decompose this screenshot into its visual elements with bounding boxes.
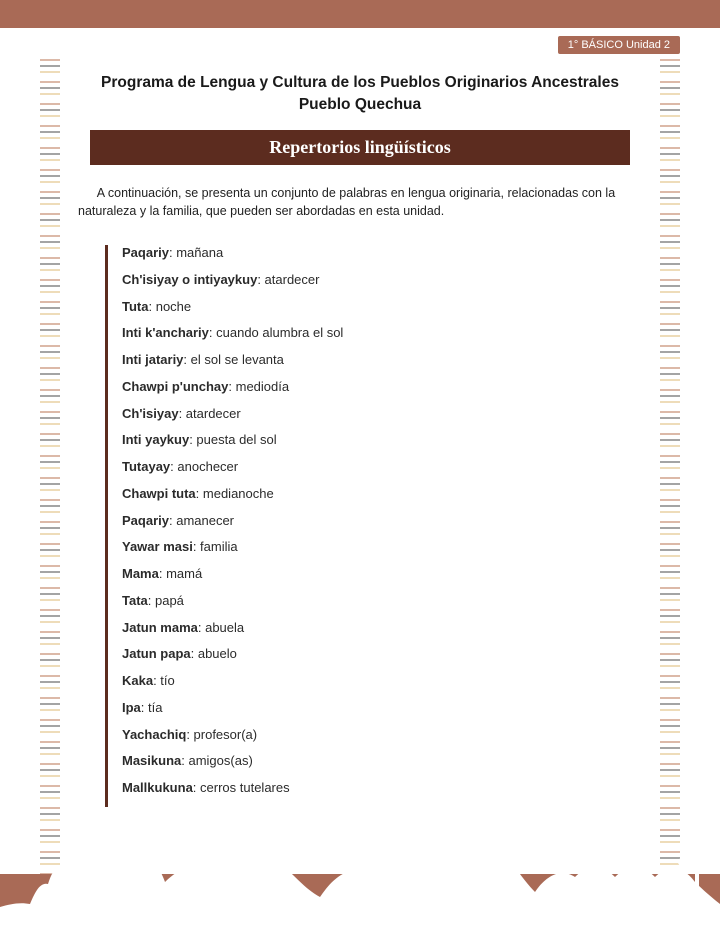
vocab-term: Tata <box>122 593 148 608</box>
vocab-row: Jatun papa: abuelo <box>122 646 615 662</box>
vocab-def: : tía <box>141 700 163 715</box>
vocab-term: Paqariy <box>122 513 169 528</box>
vocab-row: Inti yaykuy: puesta del sol <box>122 432 615 448</box>
vocab-def: : anochecer <box>170 459 238 474</box>
vocab-term: Mallkukuna <box>122 780 193 795</box>
vocab-term: Inti k'anchariy <box>122 325 209 340</box>
vocab-row: Inti jatariy: el sol se levanta <box>122 352 615 368</box>
vocab-def: : cerros tutelares <box>193 780 290 795</box>
vocab-def: : mañana <box>169 245 223 260</box>
section-title-bar: Repertorios lingüísticos <box>90 130 630 165</box>
top-band <box>0 0 720 28</box>
vocab-term: Kaka <box>122 673 153 688</box>
vocab-def: : atardecer <box>179 406 241 421</box>
vocab-row: Inti k'anchariy: cuando alumbra el sol <box>122 325 615 341</box>
vocab-term: Ch'isiyay <box>122 406 179 421</box>
vocab-term: Yawar masi <box>122 539 193 554</box>
vocab-row: Yachachiq: profesor(a) <box>122 727 615 743</box>
page-title: Programa de Lengua y Cultura de los Pueb… <box>80 72 640 117</box>
vocab-def: : tío <box>153 673 175 688</box>
vocab-def: : familia <box>193 539 238 554</box>
vocab-term: Chawpi tuta <box>122 486 196 501</box>
vocab-row: Chawpi tuta: medianoche <box>122 486 615 502</box>
vocab-term: Chawpi p'unchay <box>122 379 228 394</box>
vocab-row: Masikuna: amigos(as) <box>122 753 615 769</box>
vocab-term: Inti yaykuy <box>122 432 189 447</box>
vocab-row: Chawpi p'unchay: mediodía <box>122 379 615 395</box>
vocab-term: Inti jatariy <box>122 352 183 367</box>
vocab-def: : papá <box>148 593 184 608</box>
vocab-row: Tata: papá <box>122 593 615 609</box>
vocab-row: Mama: mamá <box>122 566 615 582</box>
vocab-def: : mamá <box>159 566 202 581</box>
vocab-term: Tutayay <box>122 459 170 474</box>
vocab-row: Kaka: tío <box>122 673 615 689</box>
border-pattern-left <box>40 55 60 875</box>
vocab-term: Ipa <box>122 700 141 715</box>
vocab-def: : amanecer <box>169 513 234 528</box>
vocab-def: : amigos(as) <box>181 753 253 768</box>
vocab-def: : profesor(a) <box>186 727 257 742</box>
vocab-def: : mediodía <box>228 379 289 394</box>
vocab-def: : medianoche <box>196 486 274 501</box>
vocab-term: Yachachiq <box>122 727 186 742</box>
footer-silhouette <box>0 812 720 932</box>
program-title-line2: Pueblo Quechua <box>299 96 421 113</box>
intro-paragraph: A continuación, se presenta un conjunto … <box>78 185 642 220</box>
vocab-row: Paqariy: mañana <box>122 245 615 261</box>
vocab-def: : abuela <box>198 620 244 635</box>
vocab-row: Yawar masi: familia <box>122 539 615 555</box>
program-title-line1: Programa de Lengua y Cultura de los Pueb… <box>101 74 619 91</box>
vocab-row: Tuta: noche <box>122 299 615 315</box>
vocab-term: Paqariy <box>122 245 169 260</box>
vocab-def: : atardecer <box>257 272 319 287</box>
vocab-def: : el sol se levanta <box>183 352 283 367</box>
vocab-row: Tutayay: anochecer <box>122 459 615 475</box>
vocab-row: Paqariy: amanecer <box>122 513 615 529</box>
vocab-row: Mallkukuna: cerros tutelares <box>122 780 615 796</box>
vocab-row: Ch'isiyay: atardecer <box>122 406 615 422</box>
vocab-row: Ipa: tía <box>122 700 615 716</box>
vocab-def: : cuando alumbra el sol <box>209 325 343 340</box>
vocab-term: Ch'isiyay o intiyaykuy <box>122 272 257 287</box>
vocab-list: Paqariy: mañanaCh'isiyay o intiyaykuy: a… <box>105 245 615 807</box>
vocab-term: Jatun mama <box>122 620 198 635</box>
vocab-term: Jatun papa <box>122 646 191 661</box>
level-badge: 1° BÁSICO Unidad 2 <box>558 36 680 54</box>
vocab-term: Masikuna <box>122 753 181 768</box>
vocab-term: Mama <box>122 566 159 581</box>
vocab-def: : abuelo <box>191 646 237 661</box>
vocab-row: Jatun mama: abuela <box>122 620 615 636</box>
vocab-row: Ch'isiyay o intiyaykuy: atardecer <box>122 272 615 288</box>
border-pattern-right <box>660 55 680 875</box>
vocab-def: : noche <box>148 299 191 314</box>
vocab-def: : puesta del sol <box>189 432 276 447</box>
vocab-term: Tuta <box>122 299 148 314</box>
